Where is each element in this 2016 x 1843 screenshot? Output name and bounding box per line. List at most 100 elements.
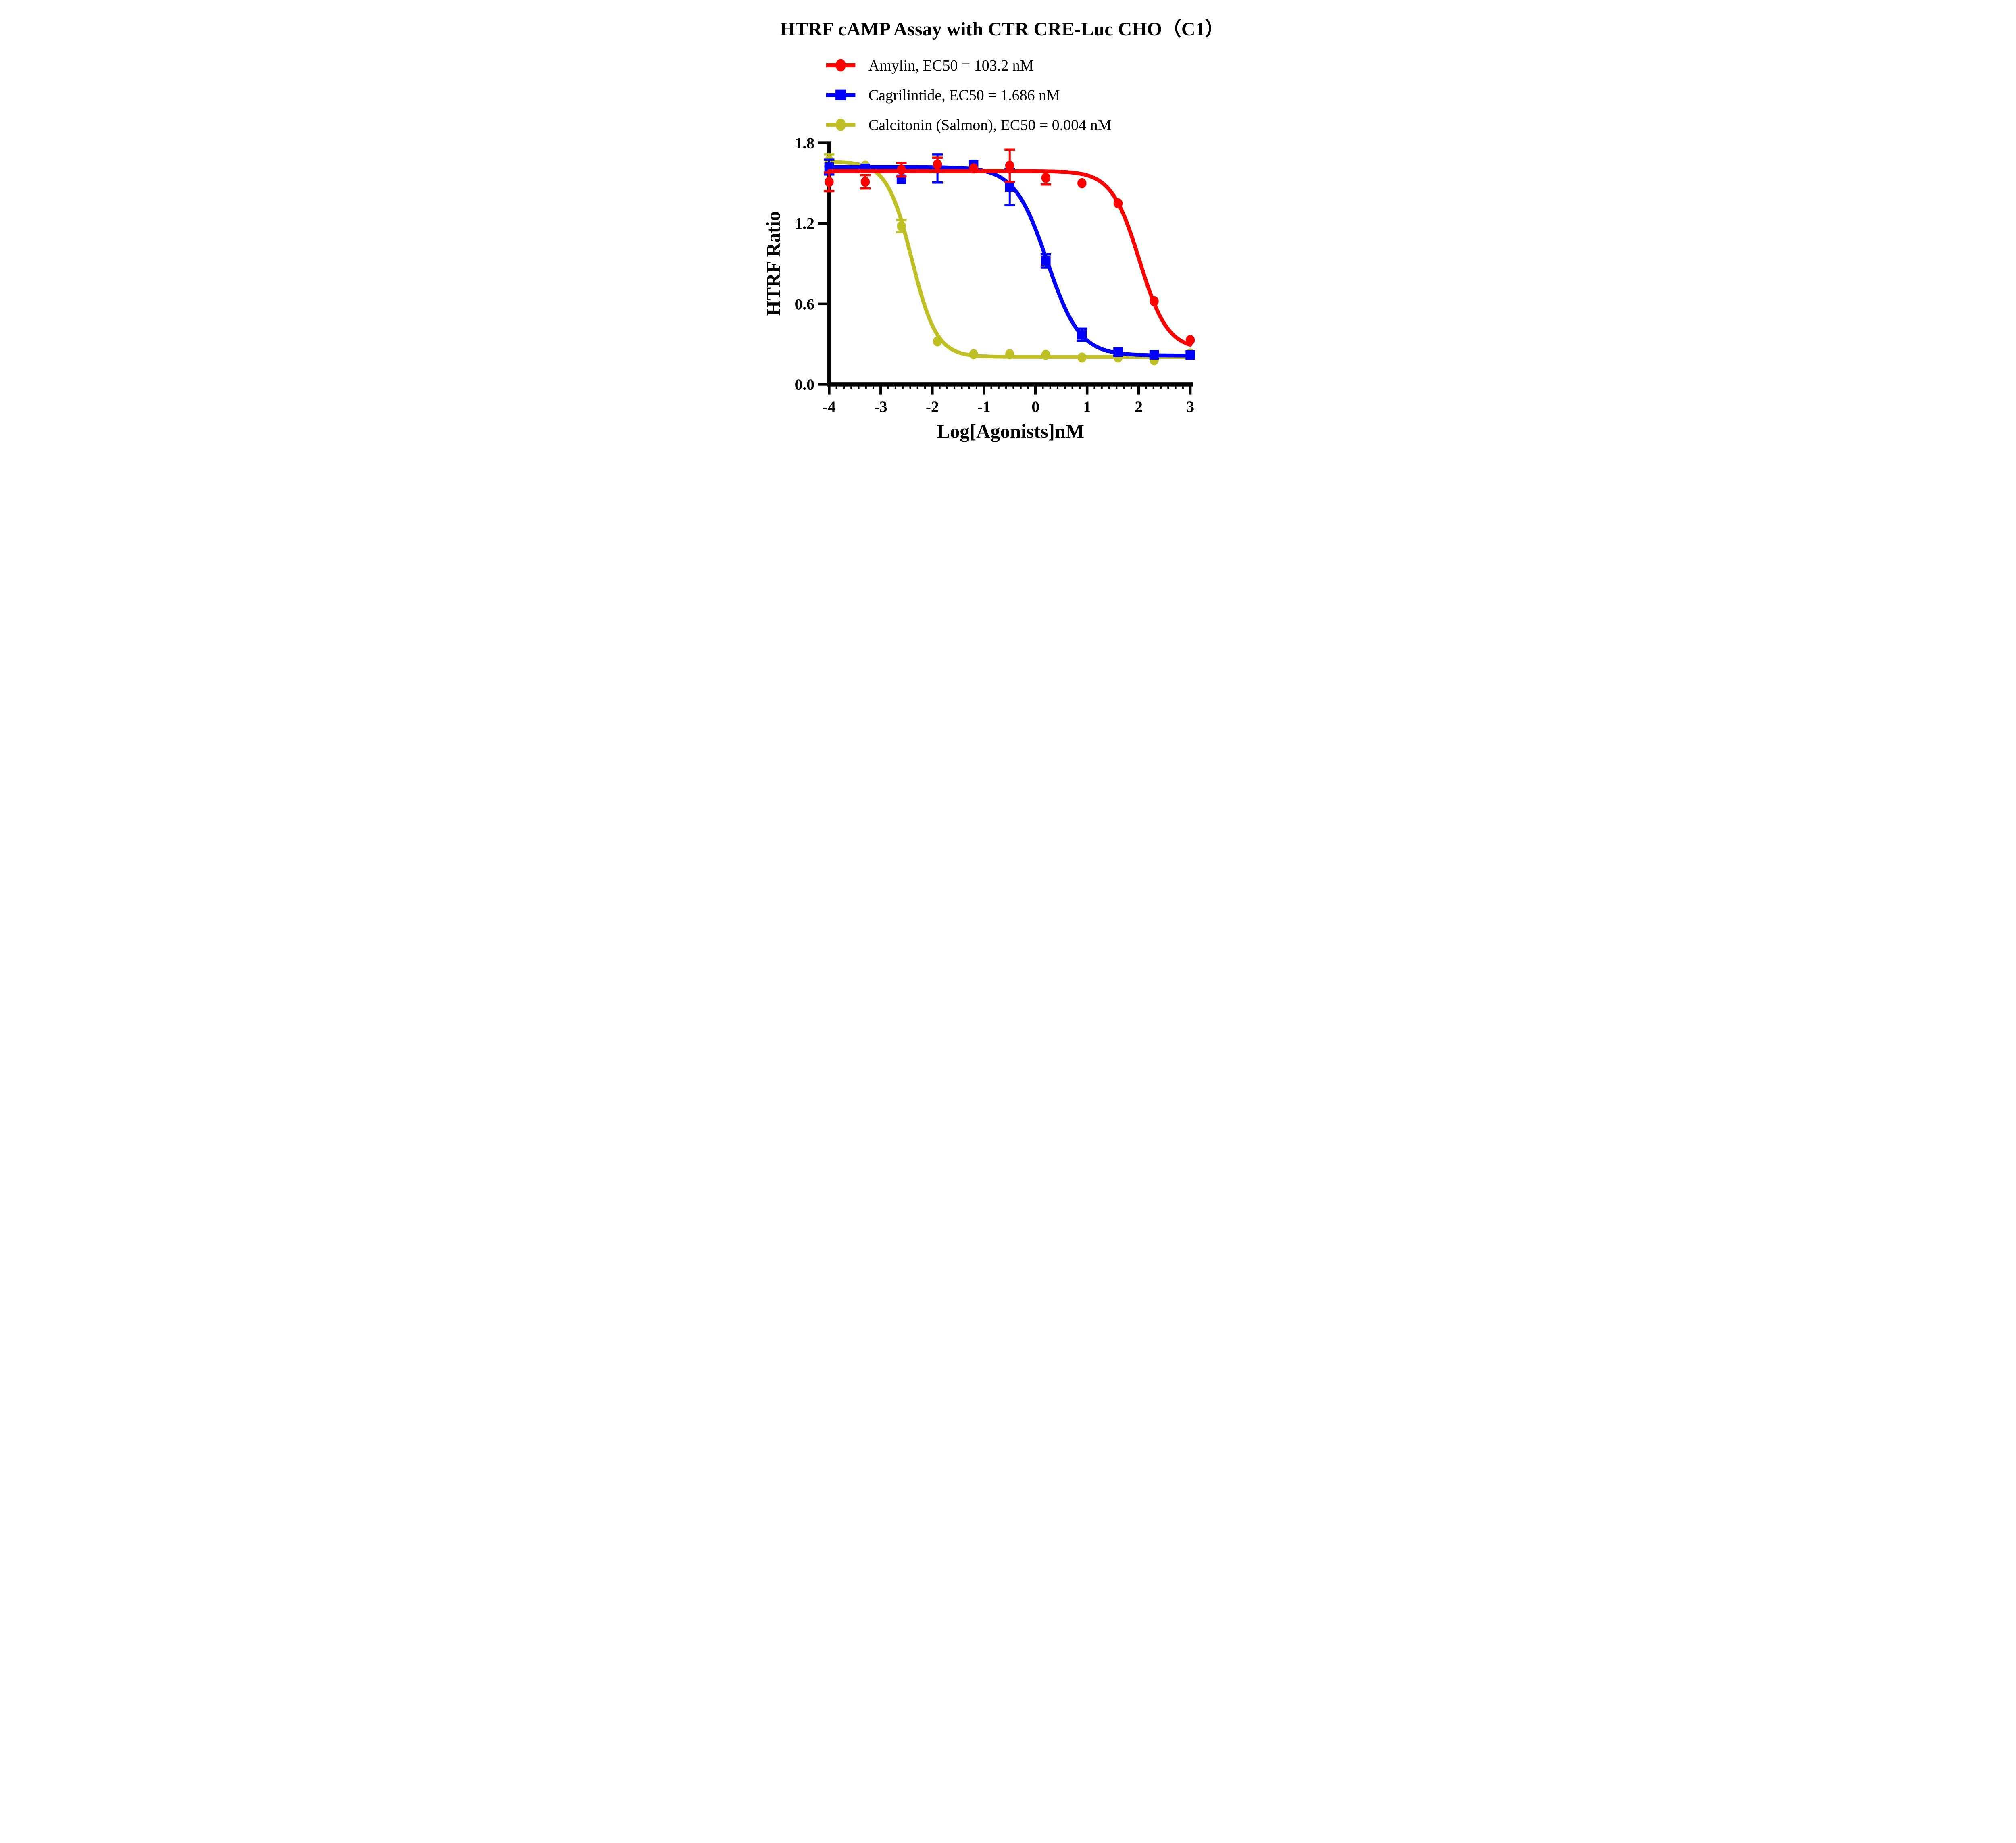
error-cap-cagrilintide bbox=[1040, 253, 1051, 256]
marker-amylin bbox=[1041, 173, 1050, 183]
error-cap-cagrilintide bbox=[1040, 266, 1051, 269]
x-axis-title: Log[Agonists]nM bbox=[937, 420, 1084, 442]
error-cap-calcitonin bbox=[896, 219, 907, 221]
marker-amylin bbox=[860, 177, 870, 187]
plot-area: 0.0 0.6 1.2 1.8 -4 -3 -2 -1 0 1 2 3 bbox=[794, 134, 1195, 416]
x-tick bbox=[1034, 384, 1037, 395]
x-minor-tick bbox=[946, 386, 948, 389]
y-tick-label: 1.2 bbox=[794, 215, 814, 233]
x-tick bbox=[1189, 384, 1191, 395]
marker-amylin bbox=[1005, 160, 1014, 171]
x-minor-tick bbox=[1020, 386, 1022, 389]
marker-calcitonin bbox=[1077, 352, 1087, 363]
x-minor-tick bbox=[953, 386, 955, 389]
marker-amylin bbox=[1113, 198, 1123, 208]
legend-label-calcitonin: Calcitonin (Salmon), EC50 = 0.004 nM bbox=[868, 116, 1111, 133]
error-cap-cagrilintide bbox=[1076, 339, 1087, 342]
error-cap-calcitonin bbox=[896, 231, 907, 233]
chart-figure: HTRF cAMP Assay with CTR CRE-Luc CHO（C1）… bbox=[721, 0, 1295, 461]
marker-amylin bbox=[896, 164, 906, 175]
x-minor-tick bbox=[916, 386, 918, 389]
x-minor-tick bbox=[1130, 386, 1132, 389]
x-minor-tick bbox=[1071, 386, 1073, 389]
x-minor-tick bbox=[968, 386, 970, 389]
error-cap-amylin bbox=[932, 170, 943, 173]
x-tick bbox=[1137, 384, 1140, 395]
legend-marker-cagrilintide bbox=[835, 89, 846, 100]
x-minor-tick bbox=[924, 386, 926, 389]
marker-amylin bbox=[933, 159, 942, 170]
marker-cagrilintide bbox=[1113, 347, 1123, 357]
x-minor-tick bbox=[1027, 386, 1029, 389]
x-minor-tick bbox=[1079, 386, 1081, 389]
x-tick-label: 1 bbox=[1083, 398, 1091, 416]
x-minor-tick bbox=[1005, 386, 1007, 389]
x-minor-tick bbox=[909, 386, 911, 389]
x-tick-label: -2 bbox=[925, 398, 939, 416]
y-tick bbox=[818, 302, 828, 306]
marker-cagrilintide bbox=[1185, 350, 1195, 360]
x-minor-tick bbox=[1182, 386, 1184, 389]
x-tick-label: -3 bbox=[874, 398, 887, 416]
x-minor-tick bbox=[850, 386, 852, 389]
error-cap-amylin bbox=[1004, 181, 1015, 183]
y-tick bbox=[818, 222, 828, 225]
error-cap-cagrilintide bbox=[932, 181, 943, 184]
x-tick-label: 3 bbox=[1186, 398, 1194, 416]
marker-amylin bbox=[1185, 335, 1195, 345]
error-cap-amylin bbox=[1040, 170, 1051, 173]
marker-cagrilintide bbox=[1077, 330, 1087, 340]
x-tick-label: 2 bbox=[1135, 398, 1143, 416]
x-tick-label: -1 bbox=[977, 398, 990, 416]
x-minor-tick bbox=[1101, 386, 1103, 389]
legend-swatch-amylin bbox=[826, 59, 855, 72]
x-tick bbox=[982, 384, 985, 395]
error-cap-cagrilintide bbox=[932, 153, 943, 156]
y-axis-title: HTRF Ratio bbox=[762, 211, 784, 316]
chart-title: HTRF cAMP Assay with CTR CRE-Luc CHO（C1） bbox=[780, 19, 1224, 40]
x-minor-tick bbox=[843, 386, 845, 389]
x-minor-tick bbox=[939, 386, 941, 389]
marker-cagrilintide bbox=[1005, 182, 1014, 192]
x-minor-tick bbox=[1145, 386, 1147, 389]
marker-calcitonin bbox=[1005, 349, 1014, 360]
y-tick bbox=[818, 141, 828, 144]
x-minor-tick bbox=[1160, 386, 1162, 389]
x-minor-tick bbox=[1167, 386, 1169, 389]
x-minor-tick bbox=[1152, 386, 1154, 389]
marker-amylin bbox=[824, 177, 834, 187]
legend-marks bbox=[826, 59, 855, 131]
legend-label-cagrilintide: Cagrilintide, EC50 = 1.686 nM bbox=[868, 87, 1060, 104]
marker-calcitonin bbox=[968, 349, 978, 360]
x-minor-tick bbox=[1042, 386, 1044, 389]
x-minor-tick bbox=[1175, 386, 1177, 389]
error-cap-amylin bbox=[1040, 183, 1051, 186]
y-tick-label: 0.6 bbox=[794, 295, 814, 313]
x-minor-tick bbox=[1123, 386, 1125, 389]
error-cap-amylin bbox=[823, 171, 834, 174]
x-minor-tick bbox=[1108, 386, 1110, 389]
error-cap-amylin bbox=[1004, 148, 1015, 151]
error-cap-amylin bbox=[860, 187, 871, 190]
legend-swatch-calcitonin bbox=[826, 118, 855, 131]
x-minor-tick bbox=[894, 386, 896, 389]
error-cap-amylin bbox=[823, 190, 834, 193]
error-cap-calcitonin bbox=[823, 153, 834, 156]
error-cap-cagrilintide bbox=[1004, 204, 1015, 207]
marker-amylin bbox=[1077, 178, 1087, 188]
x-minor-tick bbox=[1093, 386, 1095, 389]
x-minor-tick bbox=[872, 386, 874, 389]
x-minor-tick bbox=[1012, 386, 1014, 389]
x-minor-tick bbox=[835, 386, 837, 389]
marker-calcitonin bbox=[1041, 349, 1050, 360]
x-minor-tick bbox=[887, 386, 889, 389]
error-cap-amylin bbox=[932, 156, 943, 159]
marker-amylin bbox=[968, 163, 978, 174]
y-tick-label: 0.0 bbox=[794, 376, 814, 393]
y-axis-line bbox=[827, 141, 831, 387]
x-minor-tick bbox=[1064, 386, 1066, 389]
x-tick bbox=[827, 384, 831, 395]
x-tick bbox=[879, 384, 882, 395]
x-minor-tick bbox=[1049, 386, 1051, 389]
dose-response-chart: HTRF cAMP Assay with CTR CRE-Luc CHO（C1）… bbox=[721, 0, 1295, 461]
